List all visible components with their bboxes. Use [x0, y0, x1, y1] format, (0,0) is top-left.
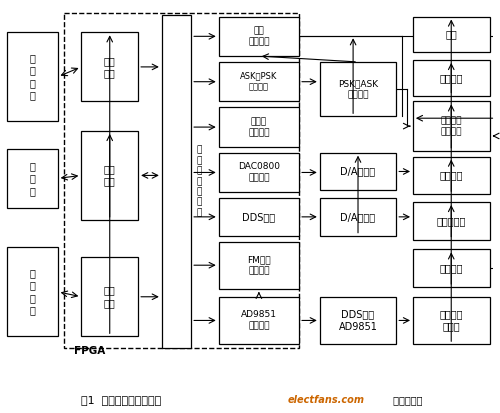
Text: 总线
控制: 总线 控制: [104, 164, 116, 187]
Bar: [413, 249, 490, 287]
Text: 液晶
控制: 液晶 控制: [104, 56, 116, 78]
Text: 单
片
机: 单 片 机: [30, 161, 35, 196]
Bar: [218, 242, 299, 289]
Text: 放大电路: 放大电路: [440, 263, 463, 273]
Text: D/A转换器: D/A转换器: [340, 166, 376, 176]
Text: 输出
通道选择: 输出 通道选择: [248, 26, 270, 46]
Text: 功放电路: 功放电路: [440, 73, 463, 83]
Bar: [413, 60, 490, 95]
Bar: [218, 17, 299, 56]
Bar: [82, 131, 138, 220]
Text: 系
统
工
作
总
控
制: 系 统 工 作 总 控 制: [196, 146, 202, 217]
Bar: [413, 102, 490, 151]
Bar: [218, 62, 299, 102]
Text: D/A转换器: D/A转换器: [340, 212, 376, 222]
Bar: [82, 257, 138, 336]
Text: 图1  系统总体设计方框图: 图1 系统总体设计方框图: [82, 395, 162, 406]
Text: 键盘
扫描: 键盘 扫描: [104, 285, 116, 308]
Bar: [218, 153, 299, 192]
Bar: [64, 13, 299, 348]
Text: PSK和ASK
调制电路: PSK和ASK 调制电路: [338, 79, 378, 99]
Bar: [413, 297, 490, 344]
Text: 矩
阵
键
盘: 矩 阵 键 盘: [30, 268, 35, 316]
Bar: [413, 17, 490, 52]
Text: 液
晶
显
示: 液 晶 显 示: [30, 53, 35, 100]
Bar: [218, 198, 299, 235]
Bar: [6, 32, 58, 121]
Text: DAC0800
时序控制: DAC0800 时序控制: [238, 162, 280, 183]
Bar: [82, 32, 138, 102]
Text: 负载: 负载: [446, 29, 457, 39]
Bar: [320, 198, 396, 235]
Bar: [413, 202, 490, 240]
Text: 调幅电路: 调幅电路: [440, 171, 463, 180]
Bar: [320, 62, 396, 116]
Text: FM调制
时序控制: FM调制 时序控制: [247, 255, 270, 275]
Bar: [6, 149, 58, 208]
Text: AD9851
时序控制: AD9851 时序控制: [241, 311, 277, 330]
Bar: [413, 157, 490, 194]
Text: 无源低通
滤波器: 无源低通 滤波器: [440, 309, 463, 332]
Bar: [218, 107, 299, 147]
Text: DDS模块: DDS模块: [242, 212, 276, 222]
Text: DDS模块
AD9851: DDS模块 AD9851: [338, 309, 378, 332]
Text: 输出通道
选择电路: 输出通道 选择电路: [440, 116, 462, 136]
Text: 基带码
时序控制: 基带码 时序控制: [248, 117, 270, 137]
Text: FPGA: FPGA: [74, 346, 106, 356]
Bar: [162, 14, 191, 348]
Text: ASK和PSK
时序控制: ASK和PSK 时序控制: [240, 71, 278, 92]
Bar: [6, 247, 58, 336]
Bar: [320, 153, 396, 190]
Bar: [218, 297, 299, 344]
Text: 电子发烧友: 电子发烧友: [390, 395, 423, 406]
Text: electfans.com: electfans.com: [288, 395, 364, 406]
Text: 低通滤波器: 低通滤波器: [436, 216, 466, 226]
Bar: [320, 297, 396, 344]
